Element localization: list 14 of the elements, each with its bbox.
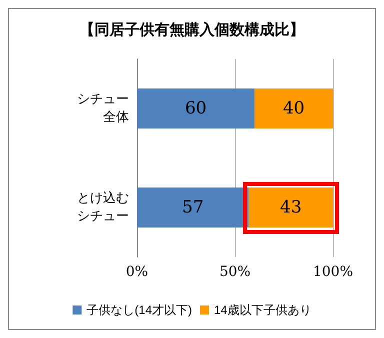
x-tick-label: 50% [219, 264, 251, 280]
data-label: 43 [280, 198, 302, 218]
bar [137, 88, 255, 128]
x-tick-label: 100% [312, 264, 354, 280]
legend-label: 子供なし(14才以下) [86, 303, 192, 317]
data-label: 40 [282, 98, 305, 118]
bar [254, 88, 333, 128]
data-label: 60 [184, 98, 207, 118]
y-tick-label: シチュー全体 [77, 92, 129, 125]
data-label: 57 [182, 198, 204, 218]
chart-title: 【同居子供有無購入個数構成比】 [80, 20, 304, 38]
x-tick-label: 0% [126, 264, 148, 280]
y-tick-label: とけ込むシチュー [77, 191, 129, 224]
legend-label: 14歳以下子供あり [214, 303, 312, 317]
